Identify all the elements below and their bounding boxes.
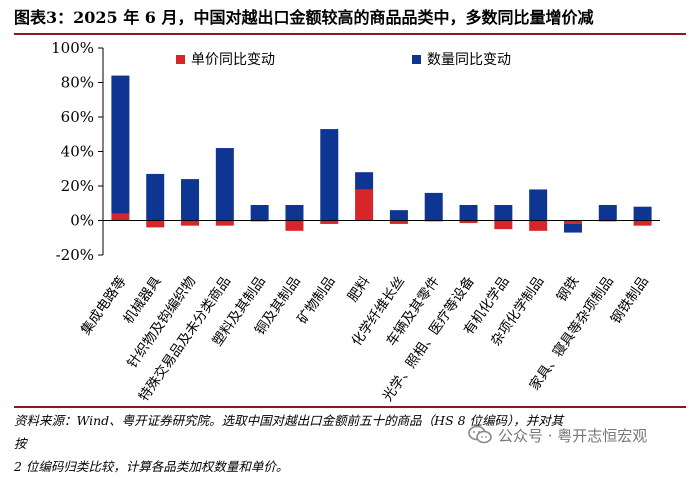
y-tick-label: 40% xyxy=(61,143,94,161)
price-change-bar xyxy=(494,220,513,230)
quantity-change-bar xyxy=(320,129,339,221)
price-change-bar xyxy=(181,220,200,226)
quantity-change-bar xyxy=(529,189,548,221)
chart-title: 图表3：2025 年 6 月，中国对越出口金额较高的商品品类中，多数同比量增价减 xyxy=(14,8,594,27)
y-axis: 100% 80% 60% 40% 20% 0% -20% xyxy=(51,39,104,264)
price-change-bar xyxy=(285,220,304,231)
quantity-change-bar xyxy=(424,192,443,221)
title-rule xyxy=(14,33,686,35)
quantity-change-bar xyxy=(355,172,374,190)
watermark-text: 公众号 · 粤开志恒宏观 xyxy=(498,426,648,445)
quantity-change-bar xyxy=(146,173,165,221)
source-line-1: 资料来源：Wind、粤开证券研究院。选取中国对越出口金额前五十的商品（HS 8 … xyxy=(14,413,564,451)
wechat-icon xyxy=(468,425,492,444)
price-change-bar xyxy=(215,220,234,226)
quantity-change-bar xyxy=(494,204,513,221)
y-tick-label: 0% xyxy=(70,212,94,230)
quantity-change-bar xyxy=(250,204,269,221)
price-change-bar xyxy=(355,189,374,221)
quantity-change-bar xyxy=(111,75,130,214)
price-change-bar xyxy=(563,220,582,224)
quantity-change-bar xyxy=(459,204,478,221)
quantity-change-bar xyxy=(389,210,408,221)
price-change-bar xyxy=(459,220,478,224)
legend-label-price: 单价同比变动 xyxy=(191,52,275,68)
legend-label-quantity: 数量同比变动 xyxy=(427,52,511,68)
y-tick-label: 80% xyxy=(61,74,94,92)
price-change-bar xyxy=(111,213,130,221)
y-tick-label: -20% xyxy=(56,246,94,264)
quantity-change-bar xyxy=(181,179,200,221)
quantity-change-bar xyxy=(285,204,304,221)
y-tick-label: 100% xyxy=(51,39,94,57)
source-line-2: 2 位编码归类比较，计算各品类加权数量和单价。 xyxy=(14,459,289,474)
price-change-bar xyxy=(320,220,339,224)
legend: 单价同比变动 数量同比变动 xyxy=(176,52,511,68)
category-labels: 集成电路等机械器具针织物及钩编织物特殊交易品及未分类商品塑料及其制品铜及其制品矿… xyxy=(77,273,652,404)
y-tick-label: 60% xyxy=(61,108,94,126)
category-label: 肥料 xyxy=(345,273,374,305)
category-label: 钢铁 xyxy=(554,273,583,305)
quantity-change-bar xyxy=(633,206,652,221)
watermark: 公众号 · 粤开志恒宏观 xyxy=(468,420,688,450)
quantity-change-bar xyxy=(598,204,617,221)
footer-rule xyxy=(14,406,686,408)
price-change-bar xyxy=(529,220,548,231)
legend-swatch-quantity xyxy=(412,55,421,64)
y-tick-label: 20% xyxy=(61,177,94,195)
price-change-bar xyxy=(633,220,652,226)
price-change-bar xyxy=(146,220,165,228)
bars xyxy=(111,75,652,233)
chart: 单价同比变动 数量同比变动 100% 80% 60% 40% 20% 0% -20% 集成电路… xyxy=(51,39,660,404)
quantity-change-bar xyxy=(215,148,234,221)
category-label: 集成电路等 xyxy=(77,273,130,338)
quantity-change-bar xyxy=(563,223,582,233)
price-change-bar xyxy=(389,220,408,224)
legend-swatch-price xyxy=(176,55,185,64)
